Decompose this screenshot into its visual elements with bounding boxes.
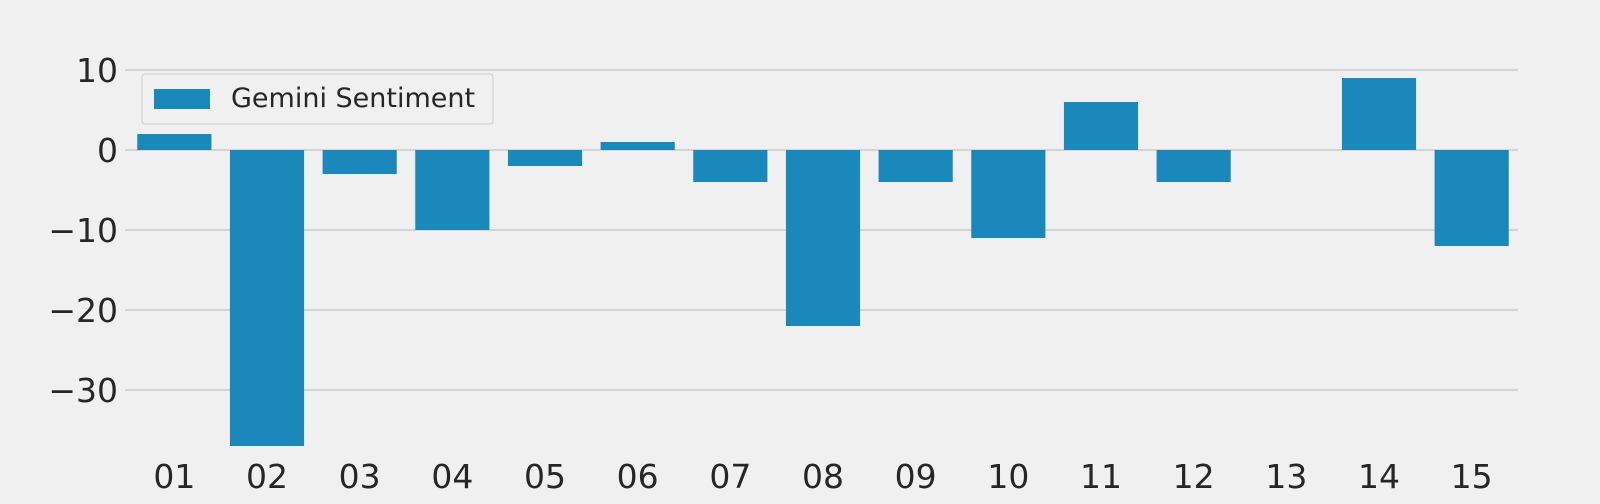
x-tick-label-15: 15 <box>1451 457 1493 496</box>
legend-swatch <box>154 89 210 109</box>
y-axis: 10 0 −10 −20 −30 <box>48 51 118 410</box>
bar-09 <box>878 150 953 182</box>
legend-box <box>141 73 494 125</box>
y-tick-label: 0 <box>97 131 118 170</box>
x-tick-label-14: 14 <box>1358 457 1400 496</box>
x-tick-label-03: 03 <box>339 457 381 496</box>
y-tick-label: −20 <box>48 291 118 330</box>
bar-04 <box>415 150 490 230</box>
x-tick-label-02: 02 <box>246 457 288 496</box>
x-tick-label-09: 09 <box>895 457 937 496</box>
bar-08 <box>785 150 861 326</box>
bar-03 <box>322 150 397 174</box>
bar-12 <box>1156 150 1231 182</box>
x-tick-label-06: 06 <box>617 457 659 496</box>
bar-11 <box>1063 102 1139 150</box>
x-tick-label-04: 04 <box>431 457 473 496</box>
x-tick-label-01: 01 <box>153 457 195 496</box>
bar-14 <box>1341 78 1417 150</box>
bar-02 <box>229 150 305 446</box>
bar-05 <box>507 150 583 166</box>
bar-10 <box>971 150 1046 238</box>
bar-07 <box>693 150 768 182</box>
x-tick-label-10: 10 <box>987 457 1029 496</box>
legend-label-gemini-sentiment: Gemini Sentiment <box>231 83 475 114</box>
x-tick-label-11: 11 <box>1080 457 1122 496</box>
bar-15 <box>1434 150 1509 246</box>
bars <box>137 78 1509 446</box>
x-tick-label-05: 05 <box>524 457 566 496</box>
y-tick-label: 10 <box>76 51 118 90</box>
y-tick-label: −10 <box>48 211 118 250</box>
x-tick-label-08: 08 <box>802 457 844 496</box>
bar-06 <box>600 142 675 150</box>
y-tick-label: −30 <box>48 371 118 410</box>
x-axis: 01 02 03 04 05 06 07 08 09 10 11 12 13 14 15 <box>153 457 1492 496</box>
bar-01 <box>137 134 212 150</box>
x-tick-label-13: 13 <box>1265 457 1307 496</box>
x-tick-label-12: 12 <box>1173 457 1215 496</box>
legend: Gemini Sentiment <box>141 73 494 125</box>
x-tick-label-07: 07 <box>709 457 751 496</box>
